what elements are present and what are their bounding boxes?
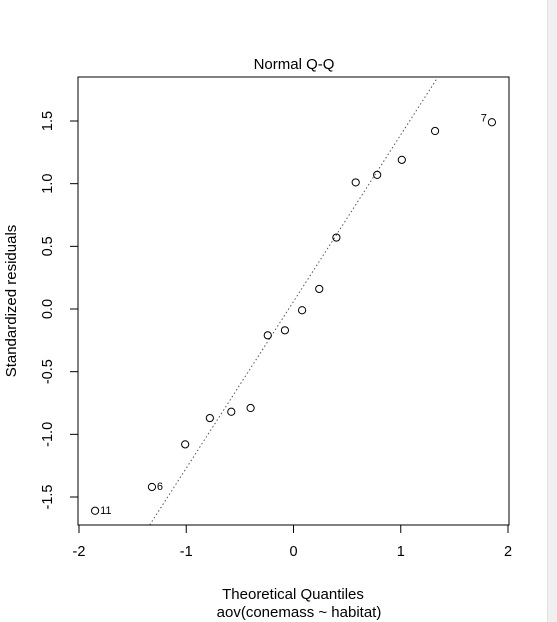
reference-line [149, 76, 439, 526]
x-axis-sublabel: aov(conemass ~ habitat) [217, 604, 382, 621]
x-tick-label: 2 [504, 544, 512, 560]
data-point [227, 407, 236, 416]
data-point [263, 331, 272, 340]
data-point [351, 178, 360, 187]
window-scrollbar[interactable] [547, 0, 557, 622]
x-tick-label: 0 [289, 544, 297, 560]
data-point [147, 482, 157, 492]
data-point [315, 284, 324, 294]
x-tick-label: -2 [73, 544, 86, 560]
data-point [205, 413, 214, 423]
data-point [246, 403, 255, 413]
x-tick-label: 1 [397, 544, 405, 560]
point-label: 11 [100, 505, 111, 517]
reference-line-layer [149, 76, 439, 526]
plot-frame [77, 76, 510, 526]
y-tick-label: 1.5 [40, 111, 56, 131]
data-point [332, 233, 341, 242]
y-tick-label: -0.5 [40, 359, 56, 384]
x-axis: -2 -1 0 1 2 [73, 524, 512, 560]
point-label: 6 [157, 481, 163, 493]
data-point [430, 126, 440, 136]
x-axis-label: Theoretical Quantiles [222, 586, 364, 603]
y-tick-label: 0.5 [40, 236, 56, 256]
points-layer: 11 6 7 [90, 112, 497, 517]
y-tick-label: 0.0 [40, 299, 56, 319]
data-point [373, 170, 382, 179]
chart-title: Normal Q-Q [254, 56, 335, 73]
y-tick-label: 1.0 [40, 174, 56, 194]
point-label: 7 [481, 112, 487, 124]
data-point [181, 440, 190, 449]
x-tick-label: -1 [180, 544, 193, 560]
y-tick-label: -1.0 [40, 422, 56, 447]
y-axis: -1.5 -1.0 -0.5 0.0 0.5 1.0 1.5 [40, 111, 79, 510]
y-tick-label: -1.5 [40, 485, 56, 510]
y-axis-label: Standardized residuals [3, 225, 20, 378]
data-point [90, 506, 100, 515]
data-point [487, 118, 497, 127]
data-point [397, 155, 406, 164]
data-point [297, 306, 307, 315]
data-point [280, 326, 290, 335]
